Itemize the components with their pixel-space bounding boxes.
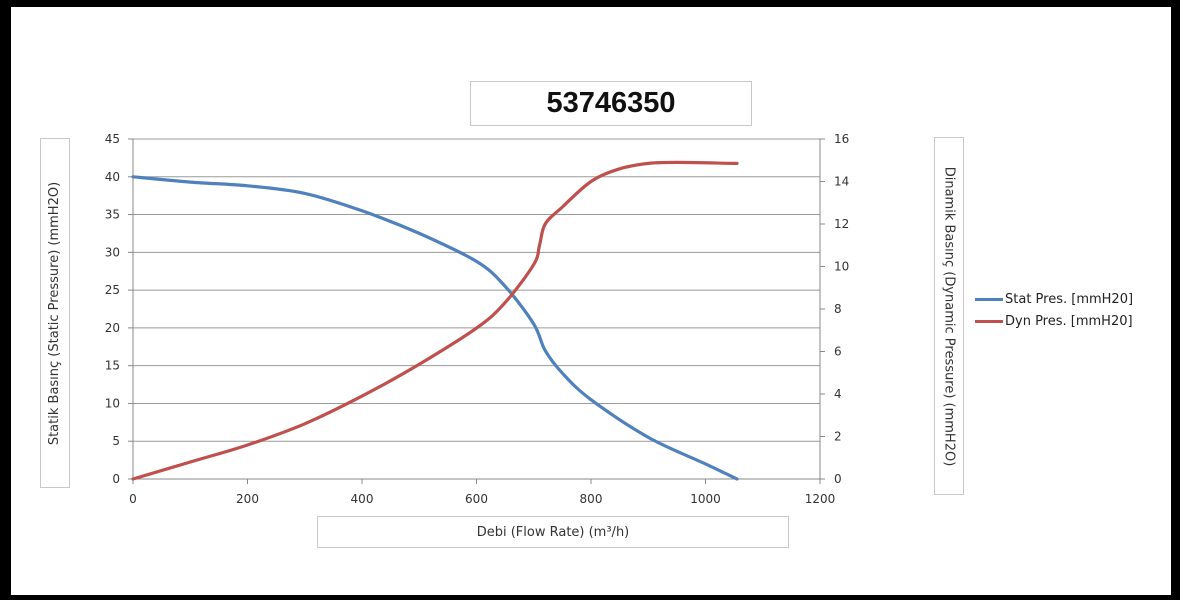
x-tick-label-0: 0 <box>129 492 137 506</box>
x-axis-label-text: Debi (Flow Rate) (m³/h) <box>476 524 630 540</box>
y2-tick-label-6: 12 <box>834 217 849 231</box>
y2-tick-label-3: 6 <box>834 345 842 359</box>
y2-axis-label: Dinamik Basınç (Dynamic Pressure) (mmH2O… <box>934 137 964 495</box>
series-lines <box>131 160 739 481</box>
y-tick-label-8: 40 <box>105 170 120 184</box>
series-line-0 <box>131 175 739 481</box>
x-tick-label-1: 200 <box>236 492 259 506</box>
y-tick-label-5: 25 <box>105 283 120 297</box>
y2-tick-label-2: 4 <box>834 387 842 401</box>
x-axis-ticks: 0 200 400 600 800 1000 1200 <box>129 479 835 506</box>
y2-axis-ticks: 0 2 4 6 8 10 12 14 16 <box>820 132 849 486</box>
y2-axis-label-text: Dinamik Basınç (Dynamic Pressure) (mmH2O… <box>941 166 957 466</box>
legend: Stat Pres. [mmH20] Dyn Pres. [mmH20] <box>975 288 1133 332</box>
legend-swatch-dyn <box>975 319 1003 323</box>
legend-swatch-stat <box>975 297 1003 301</box>
y2-tick-label-5: 10 <box>834 260 849 274</box>
y-tick-label-0: 0 <box>112 472 120 486</box>
axes <box>132 139 821 480</box>
legend-item-stat: Stat Pres. [mmH20] <box>975 288 1133 310</box>
series-line-1 <box>131 160 739 481</box>
x-tick-label-6: 1200 <box>805 492 836 506</box>
y-tick-label-2: 10 <box>105 396 120 410</box>
y-tick-label-3: 15 <box>105 359 120 373</box>
y-axis-ticks: 0 5 10 15 20 25 30 35 40 45 <box>105 132 133 486</box>
y2-tick-label-7: 14 <box>834 175 849 189</box>
legend-label-stat: Stat Pres. [mmH20] <box>1005 291 1134 307</box>
y-axis-label-text: Statik Basınç (Static Pressure) (mmH2O) <box>47 181 63 445</box>
y-tick-label-1: 5 <box>112 434 120 448</box>
y2-tick-label-1: 2 <box>834 430 842 444</box>
y2-tick-label-4: 8 <box>834 302 842 316</box>
legend-label-dyn: Dyn Pres. [mmH20] <box>1005 313 1133 329</box>
y-tick-label-9: 45 <box>105 132 120 146</box>
x-tick-label-4: 800 <box>580 492 603 506</box>
y2-tick-label-8: 16 <box>834 132 849 146</box>
x-tick-label-3: 600 <box>465 492 488 506</box>
x-tick-label-2: 400 <box>351 492 374 506</box>
x-axis-label: Debi (Flow Rate) (m³/h) <box>317 516 789 548</box>
y-tick-label-6: 30 <box>105 245 120 259</box>
legend-item-dyn: Dyn Pres. [mmH20] <box>975 310 1133 332</box>
y-axis-label: Statik Basınç (Static Pressure) (mmH2O) <box>40 138 70 488</box>
y2-tick-label-0: 0 <box>834 472 842 486</box>
x-tick-label-5: 1000 <box>690 492 721 506</box>
y-tick-label-4: 20 <box>105 321 120 335</box>
chart-title: 53746350 <box>470 81 752 126</box>
gridlines <box>133 138 820 442</box>
y-tick-label-7: 35 <box>105 208 120 222</box>
